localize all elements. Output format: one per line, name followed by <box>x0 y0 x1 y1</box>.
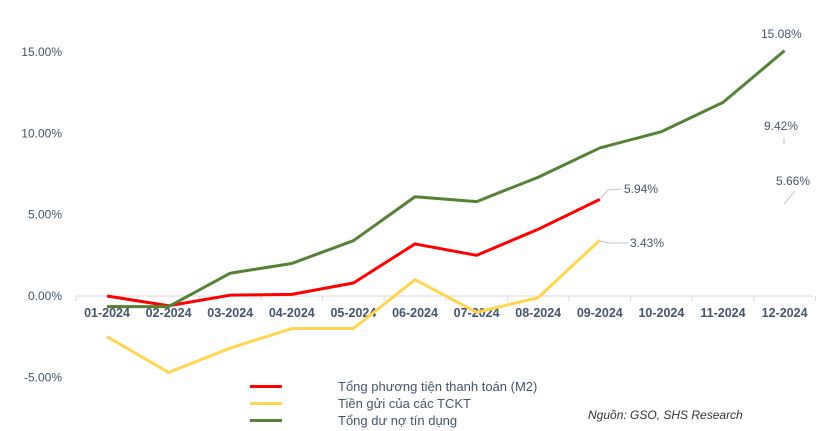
data-label-deposits: 3.43% <box>630 236 664 250</box>
legend-label: Tiền gửi của các TCKT <box>338 396 471 411</box>
legend-item-credit: Tổng dư nợ tín dụng <box>250 412 537 429</box>
x-tick-label: 03-2024 <box>207 306 253 320</box>
series-line-2 <box>107 49 786 309</box>
legend-swatch-yellow <box>250 402 282 405</box>
x-tick-label: 05-2024 <box>330 306 376 320</box>
y-tick-label: 10.00% <box>21 126 62 140</box>
series-line-0 <box>106 198 601 308</box>
x-tick-label: 12-2024 <box>762 306 808 320</box>
legend-label: Tổng phương tiện thanh toán (M2) <box>338 379 538 394</box>
y-tick-label: 15.00% <box>21 45 62 59</box>
x-tick-label: 10-2024 <box>638 306 684 320</box>
series-line-1 <box>106 239 601 374</box>
x-tick-label: 11-2024 <box>700 306 745 320</box>
x-tick-label: 08-2024 <box>515 306 561 320</box>
data-label: 9.42% <box>764 119 798 133</box>
x-tick-label: 04-2024 <box>269 306 315 320</box>
leader-line <box>783 190 796 205</box>
data-label: 5.66% <box>776 174 810 188</box>
x-tick-label: 06-2024 <box>392 306 438 320</box>
x-tick-label: 02-2024 <box>146 306 192 320</box>
legend-swatch-green <box>250 419 282 422</box>
legend: Tổng phương tiện thanh toán (M2) Tiền gử… <box>250 378 537 429</box>
leader-line <box>599 188 623 200</box>
y-tick-label: 0.00% <box>28 289 62 303</box>
legend-swatch-red <box>250 385 282 388</box>
y-tick-label: 5.00% <box>28 208 62 222</box>
legend-label: Tổng dư nợ tín dụng <box>338 413 458 428</box>
data-label-m2: 5.94% <box>624 182 658 196</box>
legend-item-deposits: Tiền gửi của các TCKT <box>250 395 537 412</box>
leader-line <box>599 240 628 244</box>
x-tick-label: 01-2024 <box>84 306 130 320</box>
x-tick-label: 09-2024 <box>577 306 623 320</box>
data-label-credit: 15.08% <box>761 27 802 41</box>
y-tick-label: -5.00% <box>24 370 62 384</box>
legend-item-m2: Tổng phương tiện thanh toán (M2) <box>250 378 537 395</box>
source-note: Nguồn: GSO, SHS Research <box>588 408 743 422</box>
